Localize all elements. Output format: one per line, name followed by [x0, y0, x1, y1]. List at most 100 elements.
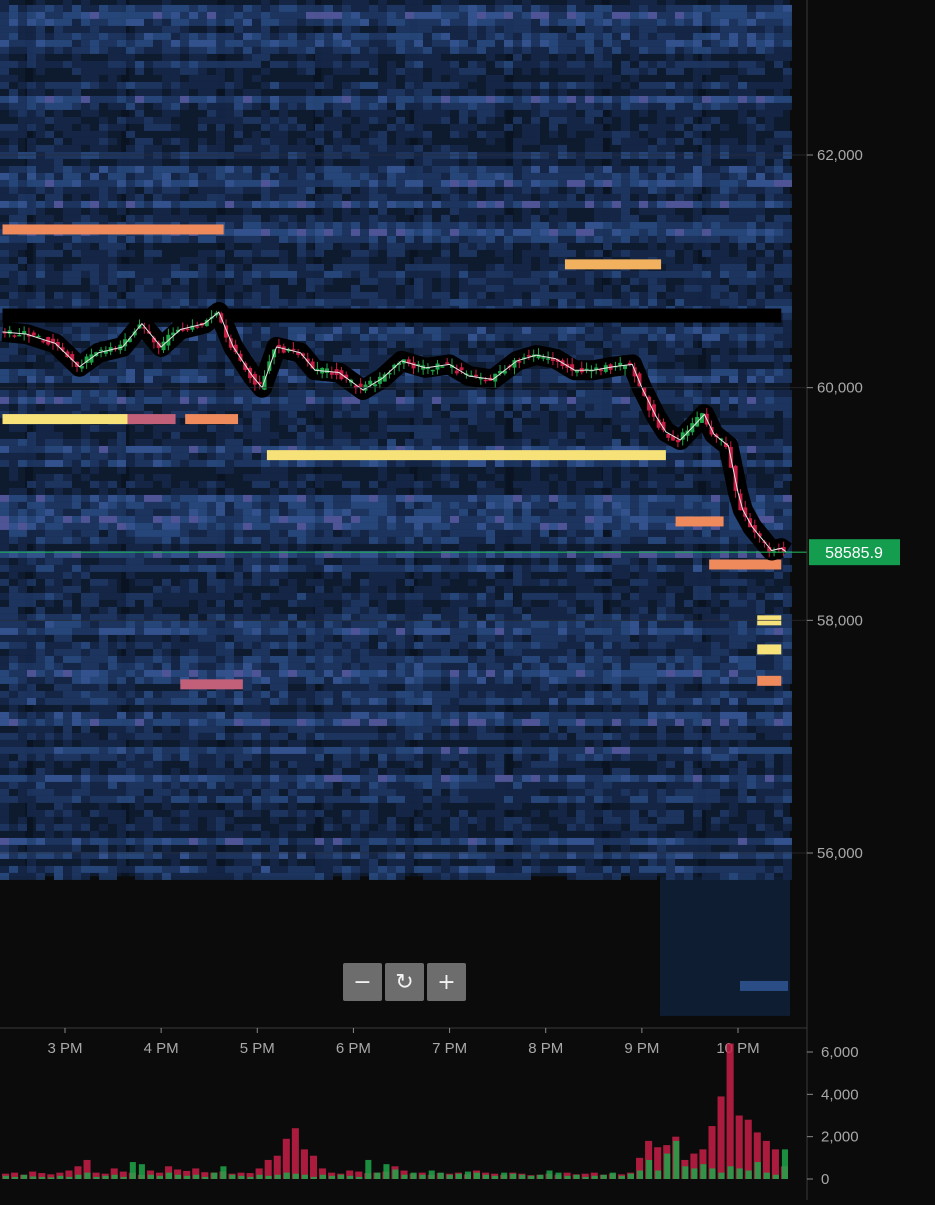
- heatmap-cell: [351, 32, 360, 40]
- heatmap-cell: [351, 263, 360, 271]
- heatmap-cell: [558, 228, 567, 236]
- heatmap-cell: [0, 403, 9, 411]
- heatmap-cell: [360, 165, 369, 173]
- heatmap-cell: [180, 494, 189, 502]
- heatmap-cell: [459, 298, 468, 306]
- heatmap-cell: [198, 60, 207, 68]
- heatmap-cell: [54, 487, 63, 495]
- heatmap-cell: [369, 102, 378, 110]
- heatmap-cell: [531, 165, 540, 173]
- heatmap-cell: [513, 375, 522, 383]
- heatmap-cell: [540, 417, 549, 425]
- heatmap-cell: [153, 368, 162, 376]
- heatmap-cell: [441, 109, 450, 117]
- heatmap-cell: [333, 67, 342, 75]
- heatmap-cell: [81, 403, 90, 411]
- heatmap-cell: [306, 11, 315, 19]
- heatmap-cell: [567, 340, 576, 348]
- heatmap-cell: [621, 459, 630, 467]
- heatmap-cell: [45, 18, 54, 26]
- heatmap-cell: [198, 116, 207, 124]
- heatmap-cell: [531, 158, 540, 166]
- heatmap-cell: [513, 18, 522, 26]
- heatmap-cell: [324, 39, 333, 47]
- heatmap-cell: [585, 165, 594, 173]
- heatmap-cell: [468, 410, 477, 418]
- heatmap-cell: [234, 277, 243, 285]
- heatmap-cell: [396, 494, 405, 502]
- heatmap-cell: [540, 39, 549, 47]
- heatmap-cell: [774, 46, 783, 54]
- heatmap-cell: [621, 11, 630, 19]
- heatmap-cell: [738, 81, 747, 89]
- heatmap-cell: [387, 67, 396, 75]
- heatmap-cell: [9, 270, 18, 278]
- heatmap-cell: [351, 60, 360, 68]
- heatmap-cell: [153, 270, 162, 278]
- heatmap-cell: [585, 116, 594, 124]
- heatmap-cell: [27, 4, 36, 12]
- heatmap-cell: [450, 25, 459, 33]
- heatmap-cell: [378, 39, 387, 47]
- heatmap-cell: [369, 200, 378, 208]
- heatmap-cell: [126, 158, 135, 166]
- heatmap-cell: [243, 144, 252, 152]
- heatmap-cell: [252, 18, 261, 26]
- heatmap-cell: [765, 81, 774, 89]
- heatmap-cell: [756, 4, 765, 12]
- heatmap-cell: [36, 0, 45, 5]
- heatmap-cell: [405, 53, 414, 61]
- heatmap-cell: [63, 179, 72, 187]
- heatmap-cell: [171, 424, 180, 432]
- heatmap-cell: [576, 116, 585, 124]
- heatmap-cell: [54, 116, 63, 124]
- heatmap-cell: [756, 368, 765, 376]
- heatmap-cell: [720, 60, 729, 68]
- heatmap-cell: [576, 39, 585, 47]
- heatmap-cell: [603, 410, 612, 418]
- heatmap-cell: [90, 270, 99, 278]
- heatmap-cell: [504, 165, 513, 173]
- heatmap-cell: [756, 214, 765, 222]
- heatmap-cell: [441, 235, 450, 243]
- heatmap-cell: [144, 249, 153, 257]
- heatmap-cell: [396, 319, 405, 327]
- heatmap-cell: [378, 81, 387, 89]
- heatmap-cell: [225, 368, 234, 376]
- heatmap-cell: [198, 249, 207, 257]
- heatmap-cell: [648, 466, 657, 474]
- heatmap-cell: [378, 396, 387, 404]
- heatmap-cell: [756, 291, 765, 299]
- heatmap-cell: [9, 46, 18, 54]
- heatmap-cell: [684, 109, 693, 117]
- heatmap-cell: [9, 249, 18, 257]
- heatmap-cell: [36, 144, 45, 152]
- heatmap-cell: [351, 487, 360, 495]
- heatmap-cell: [9, 487, 18, 495]
- heatmap-cell: [333, 319, 342, 327]
- heatmap-cell: [225, 403, 234, 411]
- heatmap-cell: [756, 270, 765, 278]
- heatmap-cell: [108, 445, 117, 453]
- heatmap-cell: [675, 347, 684, 355]
- heatmap-cell: [666, 32, 675, 40]
- heatmap-cell: [765, 354, 774, 362]
- heatmap-cell: [387, 459, 396, 467]
- heatmap-cell: [243, 25, 252, 33]
- heatmap-cell: [99, 214, 108, 222]
- heatmap-cell: [540, 165, 549, 173]
- heatmap-cell: [432, 165, 441, 173]
- heatmap-cell: [459, 39, 468, 47]
- heatmap-cell: [414, 277, 423, 285]
- heatmap-cell: [189, 368, 198, 376]
- heatmap-cell: [675, 95, 684, 103]
- heatmap-cell: [288, 228, 297, 236]
- heatmap-cell: [621, 389, 630, 397]
- heatmap-cell: [225, 466, 234, 474]
- heatmap-cell: [414, 298, 423, 306]
- heatmap-cell: [306, 39, 315, 47]
- heatmap-cell: [27, 200, 36, 208]
- heatmap-cell: [648, 438, 657, 446]
